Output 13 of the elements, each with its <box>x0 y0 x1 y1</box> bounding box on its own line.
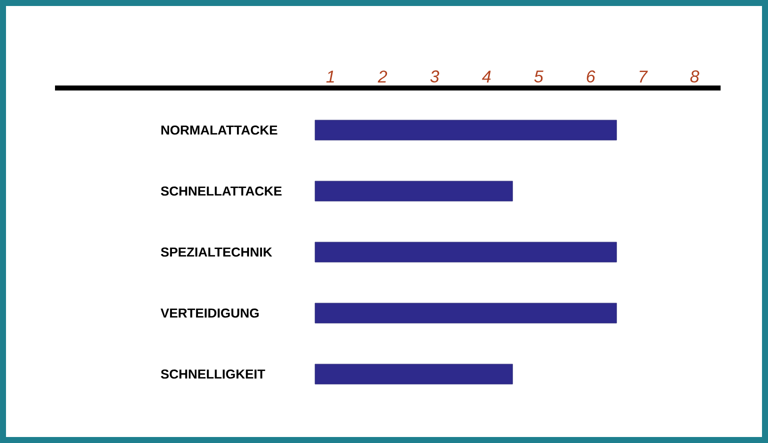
y-tick-label: NORMALATTACKE <box>161 125 278 135</box>
y-tick-label: VERTEIDIGUNG <box>160 308 259 318</box>
x-tick-label: 6 <box>586 70 596 82</box>
y-tick-label: SCHNELLIGKEIT <box>160 369 266 379</box>
x-tick-label: 8 <box>690 70 700 82</box>
y-tick-label: SPEZIALTECHNIK <box>160 247 272 257</box>
x-tick-label: 5 <box>534 70 544 82</box>
y-tick-label: SCHNELLATTACKE <box>160 186 282 196</box>
x-tick-label: 7 <box>640 70 648 82</box>
x-tick-label: 3 <box>430 70 440 82</box>
x-tick-label: 2 <box>378 70 388 82</box>
x-tick-label: 1 <box>326 70 334 82</box>
x-tick-label: 4 <box>482 70 491 82</box>
